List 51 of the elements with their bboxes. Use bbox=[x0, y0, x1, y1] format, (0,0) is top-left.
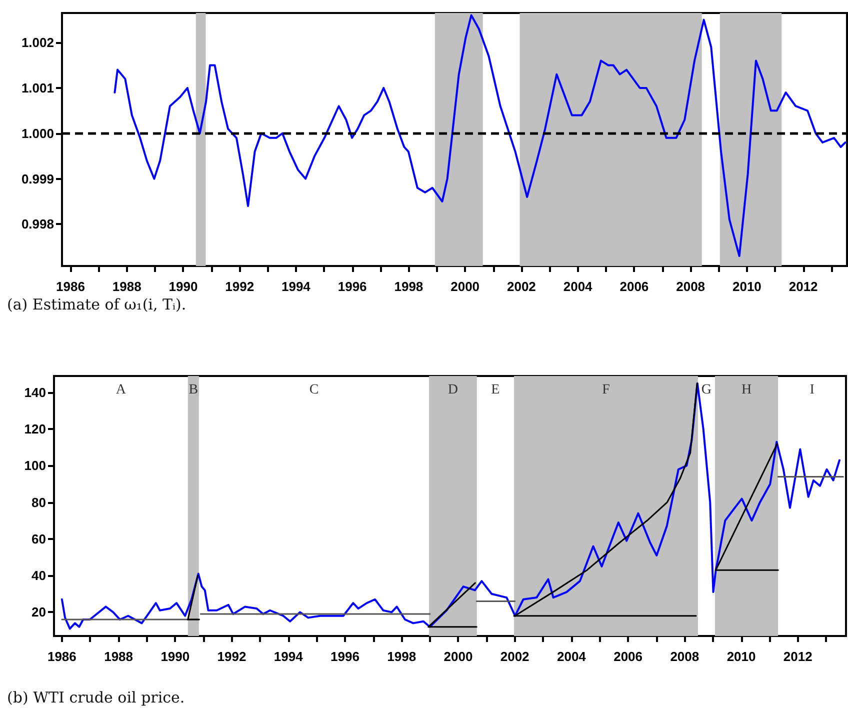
x-tick-label: 1994 bbox=[274, 649, 304, 664]
y-tick-label: 40 bbox=[32, 568, 46, 584]
text: (a) Estimate of ω₁(i, Tᵢ). bbox=[7, 296, 186, 314]
annotation: E bbox=[491, 382, 500, 398]
annotation: B bbox=[188, 382, 198, 398]
x-tick-label: 2012 bbox=[788, 279, 818, 294]
y-tick-label: 1.002 bbox=[21, 35, 54, 50]
x-tick-label: 2004 bbox=[556, 649, 587, 664]
x-tick-label: 1986 bbox=[56, 279, 85, 294]
y-tick-label: 100 bbox=[24, 458, 46, 474]
x-tick-label: 1996 bbox=[330, 649, 360, 664]
y-tick-label: 1.000 bbox=[21, 126, 54, 141]
x-tick-label: 2008 bbox=[676, 279, 706, 294]
x-tick-label: 1988 bbox=[112, 279, 142, 294]
y-tick-label: 0.999 bbox=[21, 171, 54, 186]
x-tick-label: 2012 bbox=[783, 649, 812, 664]
x-tick-label: 2000 bbox=[450, 279, 480, 294]
x-tick-label: 2010 bbox=[732, 279, 762, 294]
x-tick-label: 2010 bbox=[726, 649, 756, 664]
x-tick-label: 1990 bbox=[160, 649, 190, 664]
x-tick-label: 1998 bbox=[394, 279, 424, 294]
x-tick-label: 2002 bbox=[500, 649, 530, 664]
annotation: A bbox=[116, 382, 127, 398]
annotation: G bbox=[701, 382, 712, 398]
x-tick-label: 1998 bbox=[387, 649, 416, 664]
x-tick-label: 1988 bbox=[104, 649, 133, 664]
annotation: C bbox=[309, 382, 319, 398]
y-tick-label: 20 bbox=[32, 604, 46, 620]
x-tick-label: 1994 bbox=[281, 279, 312, 294]
x-tick-label: 2006 bbox=[614, 649, 643, 664]
x-tick-label: 1992 bbox=[225, 279, 254, 294]
annotation: F bbox=[602, 382, 610, 398]
x-tick-label: 2004 bbox=[563, 279, 594, 294]
x-tick-label: 1996 bbox=[338, 279, 367, 294]
x-tick-label: 2008 bbox=[670, 649, 700, 664]
x-tick-label: 1986 bbox=[47, 649, 76, 664]
y-tick-label: 80 bbox=[32, 494, 46, 510]
x-tick-label: 2000 bbox=[444, 649, 473, 664]
y-tick-label: 140 bbox=[24, 384, 46, 400]
y-tick-label: 0.998 bbox=[21, 216, 54, 232]
text: (b) WTI crude oil price. bbox=[7, 688, 185, 706]
x-tick-label: 2006 bbox=[620, 279, 649, 294]
y-tick-label: 1.001 bbox=[21, 80, 54, 96]
annotation: H bbox=[741, 382, 752, 398]
y-tick-label: 60 bbox=[32, 531, 46, 546]
x-tick-label: 1992 bbox=[217, 649, 246, 664]
x-tick-label: 1990 bbox=[168, 279, 198, 294]
annotation: D bbox=[448, 382, 458, 398]
y-tick-label: 120 bbox=[24, 422, 46, 437]
x-tick-label: 2002 bbox=[506, 279, 536, 294]
annotation: I bbox=[810, 382, 815, 398]
